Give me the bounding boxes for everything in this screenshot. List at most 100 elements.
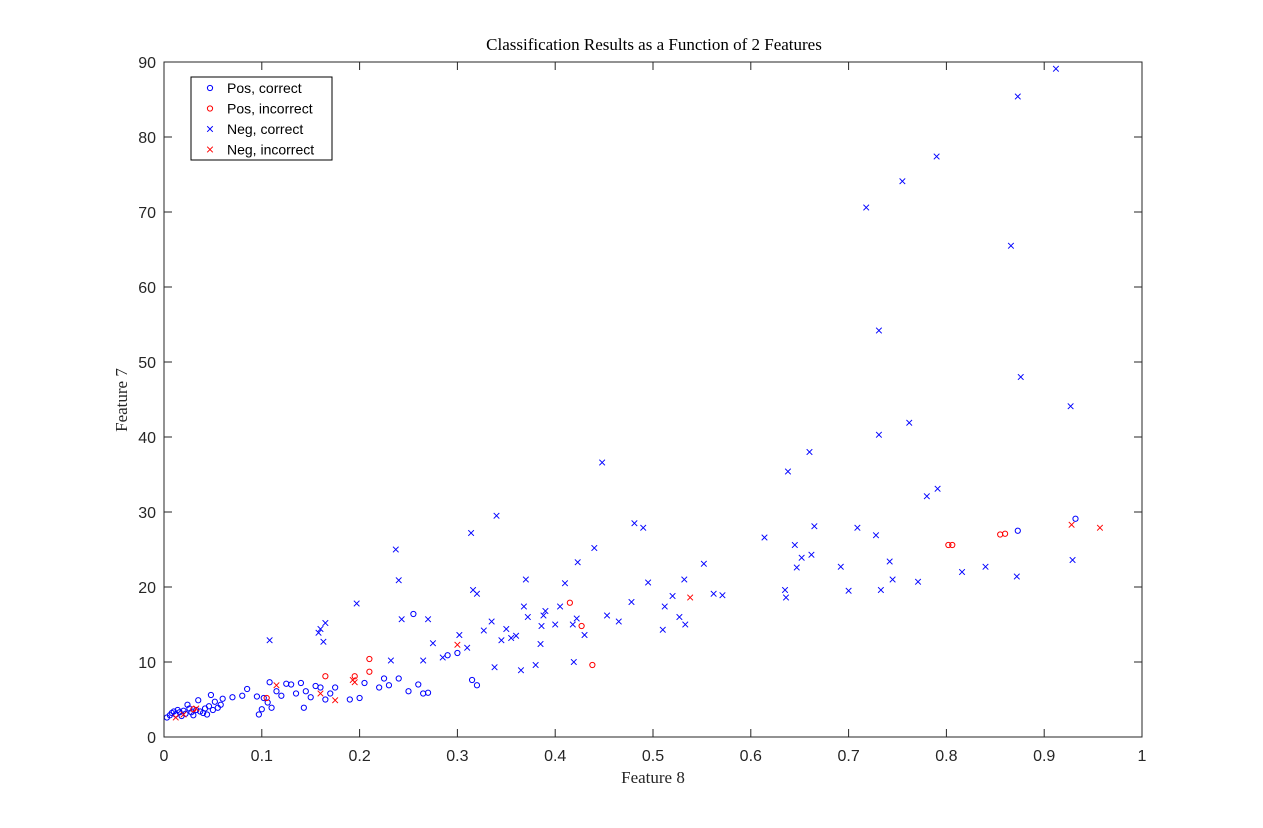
y-tick-label: 20 xyxy=(138,580,156,597)
data-point xyxy=(195,697,202,704)
data-point xyxy=(798,554,805,561)
data-point xyxy=(687,594,694,601)
data-point xyxy=(207,691,215,699)
legend-label-1: Pos, incorrect xyxy=(227,101,313,117)
data-point xyxy=(570,658,577,666)
data-point xyxy=(209,706,216,714)
y-tick-label: 60 xyxy=(138,280,156,297)
data-point xyxy=(405,688,412,695)
data-point xyxy=(356,694,363,702)
y-tick-label: 70 xyxy=(138,205,156,222)
data-point xyxy=(574,559,581,566)
y-tick-label: 40 xyxy=(138,430,156,447)
data-point xyxy=(454,649,461,657)
data-point xyxy=(410,610,417,618)
data-point xyxy=(537,640,544,648)
x-tick-label: 0 xyxy=(160,748,169,765)
x-axis-label: Feature 8 xyxy=(621,768,685,787)
data-point xyxy=(395,675,402,682)
data-point xyxy=(1072,515,1079,522)
data-point xyxy=(700,560,708,567)
data-point xyxy=(719,592,726,599)
data-point xyxy=(420,657,427,664)
data-point xyxy=(464,644,471,651)
chart-title: Classification Results as a Function of … xyxy=(486,35,822,54)
data-point xyxy=(415,681,422,688)
data-point xyxy=(268,704,275,711)
data-point xyxy=(517,667,525,674)
x-tick-label: 0.8 xyxy=(935,748,957,765)
data-point xyxy=(538,622,545,630)
data-point xyxy=(376,684,383,691)
data-point xyxy=(837,563,844,570)
data-point xyxy=(317,625,324,633)
legend-label-2: Neg, correct xyxy=(227,121,303,137)
data-point xyxy=(681,576,688,583)
series-1 xyxy=(190,530,1009,713)
data-point xyxy=(244,685,251,693)
data-point xyxy=(573,615,580,622)
y-tick-label: 0 xyxy=(147,730,156,747)
y-tick-label: 30 xyxy=(138,505,156,522)
data-point xyxy=(439,654,446,661)
data-point xyxy=(297,679,305,687)
data-point xyxy=(889,576,896,583)
data-point xyxy=(676,613,683,621)
data-point xyxy=(1014,527,1021,534)
data-point xyxy=(263,694,270,702)
data-point xyxy=(322,619,329,627)
data-point xyxy=(877,586,885,594)
data-point xyxy=(1007,242,1015,249)
data-point xyxy=(914,578,922,585)
data-point xyxy=(332,684,339,691)
data-point xyxy=(351,673,358,680)
data-point xyxy=(395,577,402,584)
data-point xyxy=(875,431,883,438)
data-point xyxy=(498,637,505,644)
data-point xyxy=(205,703,213,710)
data-point xyxy=(288,681,295,688)
data-point xyxy=(793,564,800,571)
data-point xyxy=(1052,65,1060,72)
data-point xyxy=(540,612,547,619)
legend-label-3: Neg, incorrect xyxy=(227,142,314,158)
data-point xyxy=(934,485,941,492)
data-point xyxy=(273,688,280,695)
data-point xyxy=(278,692,285,699)
data-point xyxy=(366,668,373,675)
data-point xyxy=(512,632,520,639)
data-point xyxy=(307,694,314,701)
data-point xyxy=(982,563,989,570)
data-point xyxy=(322,673,329,680)
data-point xyxy=(380,675,388,682)
data-point xyxy=(392,546,399,553)
data-point xyxy=(784,468,792,475)
data-point xyxy=(473,682,481,689)
y-axis-label: Feature 7 xyxy=(112,368,131,432)
data-point xyxy=(761,534,768,541)
data-point xyxy=(255,711,262,718)
data-point xyxy=(454,641,461,648)
data-point xyxy=(488,618,495,625)
data-point xyxy=(315,629,322,636)
legend: Pos, correct Pos, incorrect Neg, correct Ne… xyxy=(190,76,333,161)
data-point xyxy=(203,711,211,718)
data-point xyxy=(933,153,940,160)
data-point xyxy=(327,690,334,697)
data-point xyxy=(1014,93,1021,100)
data-point xyxy=(520,603,528,610)
legend-box xyxy=(190,76,333,161)
legend-marker-0 xyxy=(206,84,214,92)
data-point xyxy=(581,631,588,639)
data-point xyxy=(603,612,611,619)
x-tick-label: 0.4 xyxy=(544,748,566,765)
data-point xyxy=(1069,556,1076,564)
data-point xyxy=(292,690,300,697)
data-point xyxy=(556,603,564,610)
data-point xyxy=(875,327,883,334)
data-point xyxy=(640,524,647,531)
data-point xyxy=(872,532,880,539)
data-point xyxy=(239,692,246,699)
data-point xyxy=(949,541,956,549)
y-tick-label: 90 xyxy=(138,55,156,72)
